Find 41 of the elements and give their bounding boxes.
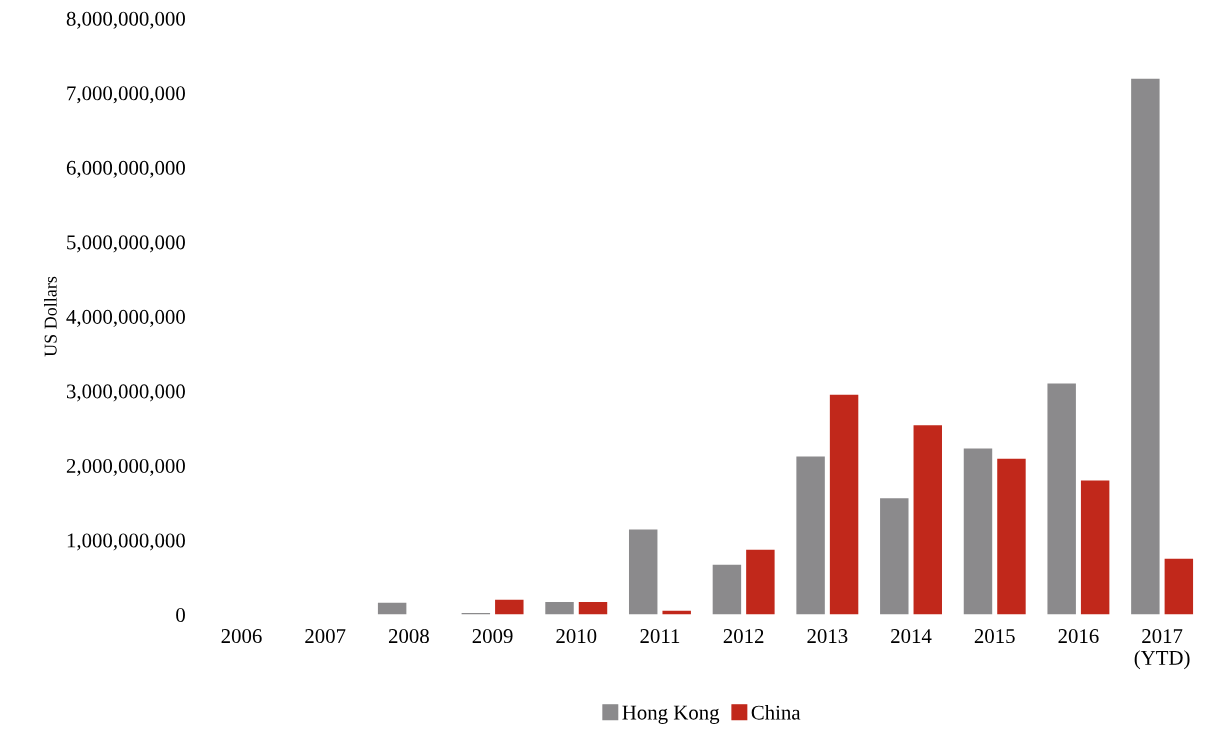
bar [628,529,658,615]
bar [880,498,909,615]
y-axis-title: US Dollars [44,276,57,357]
y-tick-label: 2,000,000,000 [66,458,185,476]
bar [746,549,775,615]
x-tick-label: 2007 [305,629,346,644]
bar [712,564,742,615]
bar [1047,383,1076,615]
legend-label: Hong Kong [622,705,720,724]
x-tick-label: 2008 [388,629,429,644]
y-tick-label: 6,000,000,000 [66,160,185,178]
bar [796,456,825,615]
bar [545,601,574,615]
x-tick-label: 2010 [556,629,597,644]
bar [963,448,993,615]
x-tick-label: 2016 [1058,629,1099,644]
x-tick-label: 2011 [640,629,680,644]
x-tick-label: 2017 (YTD) [1134,629,1190,670]
y-tick-label: 7,000,000,000 [67,86,185,104]
y-tick-label: 3,000,000,000 [66,384,185,402]
x-tick-label: 2014 [891,629,932,644]
x-tick-label: 2015 [974,629,1015,644]
bar [578,601,608,615]
x-tick-label: 2009 [472,629,513,644]
y-tick-label: 8,000,000,000 [66,11,185,29]
y-tick-label: 1,000,000,000 [67,533,185,551]
x-tick-label: 2006 [221,629,262,644]
y-tick-label: 5,000,000,000 [67,235,185,253]
bar [913,425,942,615]
y-tick-label: 4,000,000,000 [66,309,185,327]
legend-label: China [751,704,801,720]
bar [829,394,859,615]
bar [1164,558,1194,615]
bar [1131,78,1160,615]
x-tick-label: 2012 [723,629,764,644]
bar [997,458,1026,615]
bar [377,602,407,615]
bar [1080,480,1110,615]
bar [495,599,524,615]
x-tick-label: 2013 [807,629,848,644]
y-tick-label: 0 [176,607,185,622]
